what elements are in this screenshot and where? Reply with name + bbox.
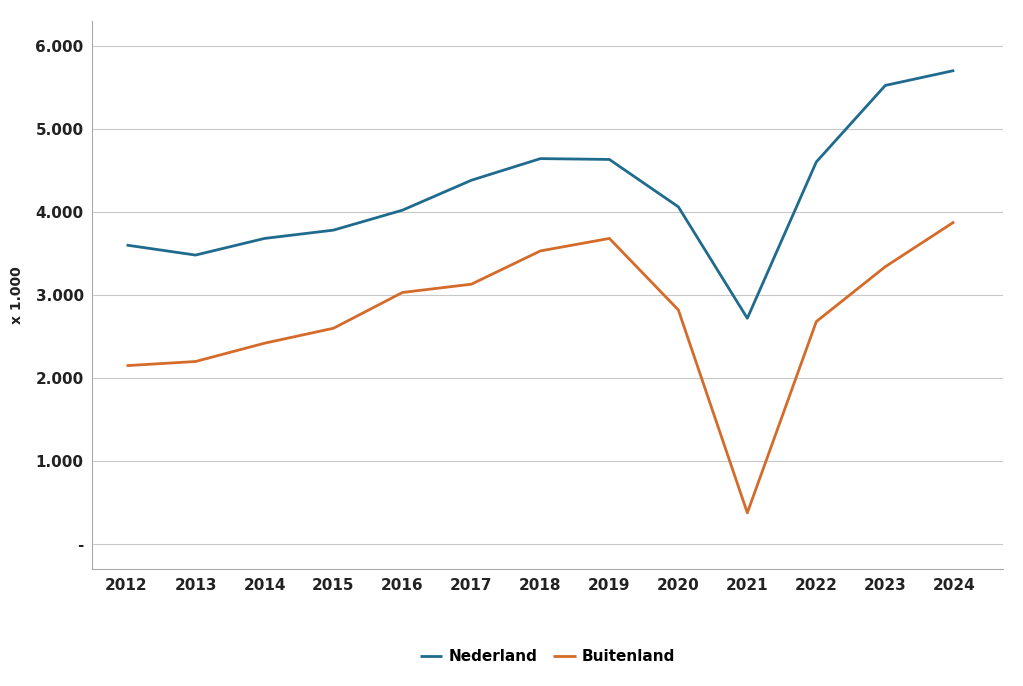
Nederland (121, 241, 133, 249)
Nederland (604, 155, 616, 163)
Nederland (189, 251, 202, 259)
Nederland (534, 154, 546, 163)
Buitenland (465, 280, 478, 288)
Nederland (672, 203, 684, 211)
Nederland (948, 67, 961, 75)
Buitenland (396, 288, 408, 296)
Buitenland (121, 362, 133, 370)
Y-axis label: x 1.000: x 1.000 (10, 266, 25, 324)
Buitenland (742, 509, 754, 517)
Nederland (742, 314, 754, 322)
Nederland (879, 82, 891, 90)
Nederland (259, 235, 271, 243)
Buitenland (259, 339, 271, 347)
Buitenland (879, 263, 891, 271)
Buitenland (810, 318, 822, 326)
Nederland (327, 226, 340, 234)
Nederland (396, 206, 408, 214)
Nederland (810, 158, 822, 166)
Buitenland (604, 235, 616, 243)
Buitenland (948, 217, 961, 226)
Buitenland (534, 247, 546, 255)
Legend: Nederland, Buitenland: Nederland, Buitenland (413, 643, 681, 670)
Line: Nederland: Nederland (127, 71, 954, 318)
Nederland (465, 176, 478, 185)
Line: Buitenland: Buitenland (127, 222, 954, 513)
Buitenland (327, 324, 340, 332)
Buitenland (672, 306, 684, 314)
Buitenland (189, 357, 202, 366)
